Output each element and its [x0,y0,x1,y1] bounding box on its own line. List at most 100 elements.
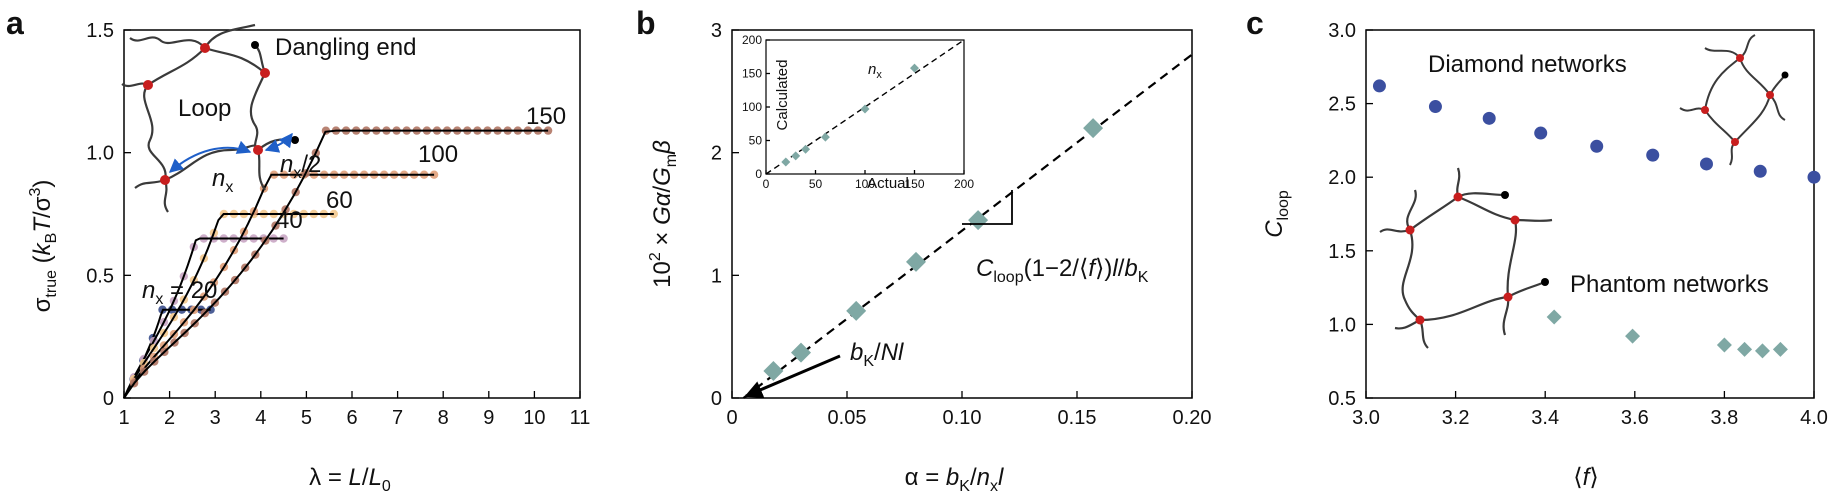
crosslink-dot [260,68,270,78]
intercept-annotation: bK/Nl [850,339,904,370]
panel-c-plot-frame [1365,29,1815,399]
data-point-diamond-network [1482,111,1496,125]
crosslink-dot [253,145,263,155]
nx-arrow [168,140,252,173]
inset-x-tick-label: 100 [855,177,875,191]
crosslink-dot [143,80,153,90]
panel-c-y-tick-label: 2.0 [1328,167,1356,189]
inset-data-point [860,104,870,114]
data-point-phantom-network [1772,341,1788,357]
panel-a-x-tick-label: 10 [523,407,545,429]
inset-y-tick-label: 50 [749,134,763,148]
series-label-150: 150 [526,103,566,130]
panel-c-data [1372,79,1821,359]
panel-c: c 3.0 3.2 3.4 3.6 3.8 4.0 0.5 1.0 1.5 2.0 2.5 3.0 ⟨… [1246,5,1828,491]
inset-data-point [781,157,791,167]
dangling-end-dot [251,41,259,49]
data-point-diamond [763,361,784,382]
data-point-diamond [791,342,811,363]
nx-half-arrow [264,132,293,153]
panel-a-x-tick-label: 1 [118,407,129,429]
inset-data-point [791,151,801,161]
panel-b-x-tick-label: 0.05 [828,407,867,429]
inset-data-point [820,132,830,142]
panel-a-y-tick-label: 0 [103,388,114,410]
panel-a-x-tick-label: 8 [438,407,449,429]
panel-c-x-tick-label: 3.8 [1710,407,1738,429]
dangling-end-dot [1541,278,1549,286]
panel-a-y-tick-label: 0.5 [86,265,114,287]
series-label-40: 40 [276,207,303,234]
panel-c-x-tick-label: 3.0 [1352,407,1380,429]
inset-x-tick-label: 200 [954,177,974,191]
panel-c-y-axis-label: Cloop [1261,190,1292,238]
data-point-diamond-network [1428,100,1442,114]
fit-curve-100 [123,173,435,399]
slope-triangle [962,190,1013,225]
panel-letter-b: b [636,5,656,41]
series-label-nx20: nx = 20 [142,277,217,308]
crosslink-dot [1453,192,1463,202]
data-point-diamond [968,210,989,231]
crosslink-dot [1731,138,1739,146]
panel-c-y-tick-label: 0.5 [1328,388,1356,410]
panel-a-y-tick-label: 1.5 [86,20,114,42]
data-point-diamond [846,300,867,321]
inset-x-tick-label: 0 [763,177,770,191]
inset-y-tick-label: 0 [755,167,762,181]
panel-letter-c: c [1246,5,1264,41]
panel-a-x-tick-label: 7 [392,407,403,429]
inset-y-axis-label: Calculated [774,60,791,131]
crosslink-dot [200,43,210,53]
crosslink-dot [1766,91,1774,99]
panel-a-axes: 1 2 3 4 5 6 7 8 9 10 11 0 0.5 1.0 1.5 [86,20,590,429]
panel-a-x-tick-label: 11 [570,407,591,429]
data-point-diamond [906,251,926,272]
panel-b-y-tick-label: 3 [711,20,722,42]
data-point-diamond-network [1807,170,1821,184]
panel-b-x-tick-label: 0.20 [1173,407,1212,429]
inset-x-axis-label: Actual [867,175,909,192]
inset-data-point [910,63,919,73]
panel-letter-a: a [6,5,24,41]
diamond-crosslinks [1701,54,1774,146]
panel-a-data [123,126,553,399]
panel-b-axes: 0 0.05 0.10 0.15 0.20 0 1 2 3 [711,20,1212,429]
inset-data-point [801,144,811,154]
panel-b-x-axis-label: α = bK/nxl [905,464,1004,495]
inset-y-tick-label: 150 [742,67,762,81]
data-point-diamond-network [1646,148,1660,162]
panel-b-data [742,53,1193,399]
panel-b-x-tick-label: 0 [726,407,737,429]
panel-c-x-axis-label: ⟨f⟩ [1573,464,1598,491]
inset-nx-label: nx [868,61,882,81]
panel-b: b 0 0.05 0.10 0.15 0.20 0 1 2 3 α = bK/nxl 102 ×… [636,5,1211,495]
panel-a-x-tick-label: 3 [210,407,221,429]
nx-label: nx [212,165,233,196]
panel-c-y-tick-label: 1.0 [1328,314,1356,336]
panel-a: a 1 2 3 4 5 6 7 8 9 10 11 0 0.5 1.0 1.5 λ = L/L0 σtrue… [6,5,590,495]
data-point-diamond-network [1534,126,1548,140]
dangling-end-dot [1501,191,1509,199]
crosslink-dot [160,175,170,185]
crosslink-markers [143,43,270,185]
panel-a-x-tick-label: 6 [346,407,357,429]
panel-c-x-tick-label: 3.4 [1531,407,1559,429]
inset-y-tick-label: 200 [742,33,762,47]
panel-a-x-tick-label: 2 [164,407,175,429]
crosslink-dot [1405,225,1415,235]
loop-label: Loop [178,95,231,122]
panel-c-axes: 3.0 3.2 3.4 3.6 3.8 4.0 0.5 1.0 1.5 2.0 2.5 3.0 [1328,20,1828,429]
crosslink-dot [1503,292,1513,302]
panel-b-y-tick-label: 1 [711,265,722,287]
series-label-diamond: Diamond networks [1428,51,1627,78]
panel-a-x-axis-label: λ = L/L0 [309,464,391,495]
panel-a-plot-frame [123,29,581,399]
crosslink-dot [1736,54,1744,62]
dangling-end-dot [291,136,299,144]
panel-c-x-tick-label: 3.6 [1621,407,1649,429]
panel-b-x-tick-label: 0.15 [1058,407,1097,429]
panel-a-x-tick-label: 9 [483,407,494,429]
data-point-phantom-network [1716,337,1732,353]
panel-b-inset: 0 50 100 150 200 0 50 100 150 200 [742,33,974,191]
